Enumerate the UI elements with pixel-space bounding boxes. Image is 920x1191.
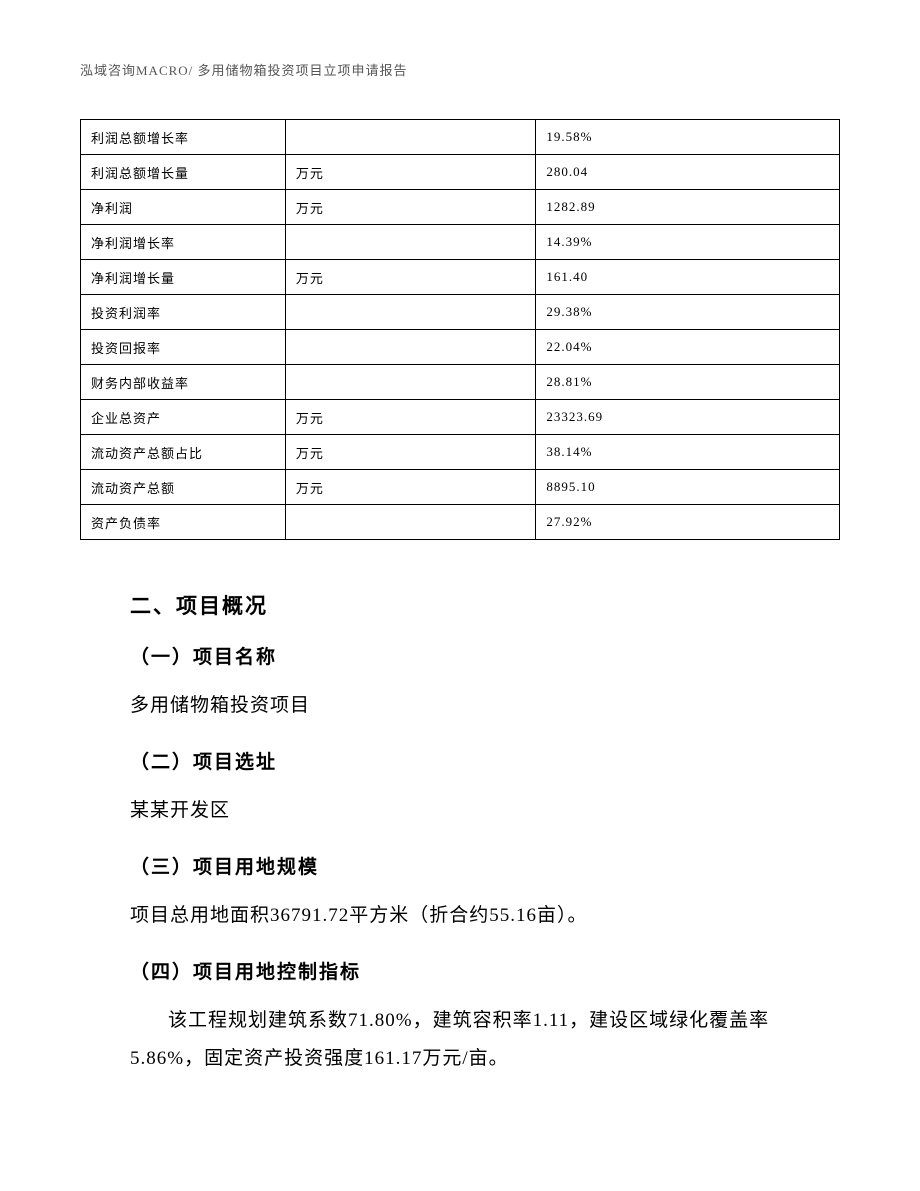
cell-label: 净利润增长率 — [81, 225, 286, 260]
cell-value: 22.04% — [536, 330, 840, 365]
document-page: 泓域咨询MACRO/ 多用储物箱投资项目立项申请报告 利润总额增长率 19.58… — [0, 0, 920, 1191]
cell-value: 27.92% — [536, 505, 840, 540]
cell-unit — [285, 225, 535, 260]
table-row: 利润总额增长量 万元 280.04 — [81, 155, 840, 190]
cell-label: 资产负债率 — [81, 505, 286, 540]
table-body: 利润总额增长率 19.58% 利润总额增长量 万元 280.04 净利润 万元 … — [81, 120, 840, 540]
table-row: 投资利润率 29.38% — [81, 295, 840, 330]
body-land: 项目总用地面积36791.72平方米（折合约55.16亩）。 — [130, 897, 840, 935]
cell-unit — [285, 330, 535, 365]
table-row: 利润总额增长率 19.58% — [81, 120, 840, 155]
cell-value: 8895.10 — [536, 470, 840, 505]
table-row: 投资回报率 22.04% — [81, 330, 840, 365]
sub-heading-site: （二）项目选址 — [130, 747, 840, 774]
table-row: 净利润 万元 1282.89 — [81, 190, 840, 225]
sub-heading-land: （三）项目用地规模 — [130, 852, 840, 879]
table-row: 资产负债率 27.92% — [81, 505, 840, 540]
cell-label: 净利润增长量 — [81, 260, 286, 295]
cell-value: 19.58% — [536, 120, 840, 155]
cell-label: 利润总额增长率 — [81, 120, 286, 155]
cell-label: 流动资产总额占比 — [81, 435, 286, 470]
header-text: 泓域咨询MACRO/ 多用储物箱投资项目立项申请报告 — [80, 63, 408, 78]
sub-heading-ctrl: （四）项目用地控制指标 — [130, 957, 840, 984]
body-site: 某某开发区 — [130, 792, 840, 830]
cell-label: 投资利润率 — [81, 295, 286, 330]
cell-value: 1282.89 — [536, 190, 840, 225]
table-row: 净利润增长量 万元 161.40 — [81, 260, 840, 295]
cell-value: 280.04 — [536, 155, 840, 190]
table-row: 企业总资产 万元 23323.69 — [81, 400, 840, 435]
cell-unit: 万元 — [285, 190, 535, 225]
table-row: 财务内部收益率 28.81% — [81, 365, 840, 400]
cell-unit — [285, 365, 535, 400]
table-row: 流动资产总额 万元 8895.10 — [81, 470, 840, 505]
cell-unit — [285, 505, 535, 540]
cell-unit: 万元 — [285, 260, 535, 295]
cell-unit — [285, 120, 535, 155]
table-row: 净利润增长率 14.39% — [81, 225, 840, 260]
cell-label: 投资回报率 — [81, 330, 286, 365]
table-row: 流动资产总额占比 万元 38.14% — [81, 435, 840, 470]
page-header: 泓域咨询MACRO/ 多用储物箱投资项目立项申请报告 — [80, 60, 840, 79]
body-ctrl: 该工程规划建筑系数71.80%，建筑容积率1.11，建设区域绿化覆盖率5.86%… — [80, 1002, 840, 1078]
cell-label: 流动资产总额 — [81, 470, 286, 505]
section-title: 二、项目概况 — [130, 590, 840, 620]
cell-unit: 万元 — [285, 400, 535, 435]
cell-unit: 万元 — [285, 470, 535, 505]
sub-heading-name: （一）项目名称 — [130, 642, 840, 669]
cell-unit — [285, 295, 535, 330]
cell-unit: 万元 — [285, 435, 535, 470]
cell-value: 28.81% — [536, 365, 840, 400]
cell-unit: 万元 — [285, 155, 535, 190]
cell-label: 净利润 — [81, 190, 286, 225]
body-name: 多用储物箱投资项目 — [130, 687, 840, 725]
financial-indicators-table: 利润总额增长率 19.58% 利润总额增长量 万元 280.04 净利润 万元 … — [80, 119, 840, 540]
cell-value: 161.40 — [536, 260, 840, 295]
cell-value: 23323.69 — [536, 400, 840, 435]
cell-value: 14.39% — [536, 225, 840, 260]
cell-value: 38.14% — [536, 435, 840, 470]
cell-label: 财务内部收益率 — [81, 365, 286, 400]
cell-label: 利润总额增长量 — [81, 155, 286, 190]
cell-value: 29.38% — [536, 295, 840, 330]
cell-label: 企业总资产 — [81, 400, 286, 435]
